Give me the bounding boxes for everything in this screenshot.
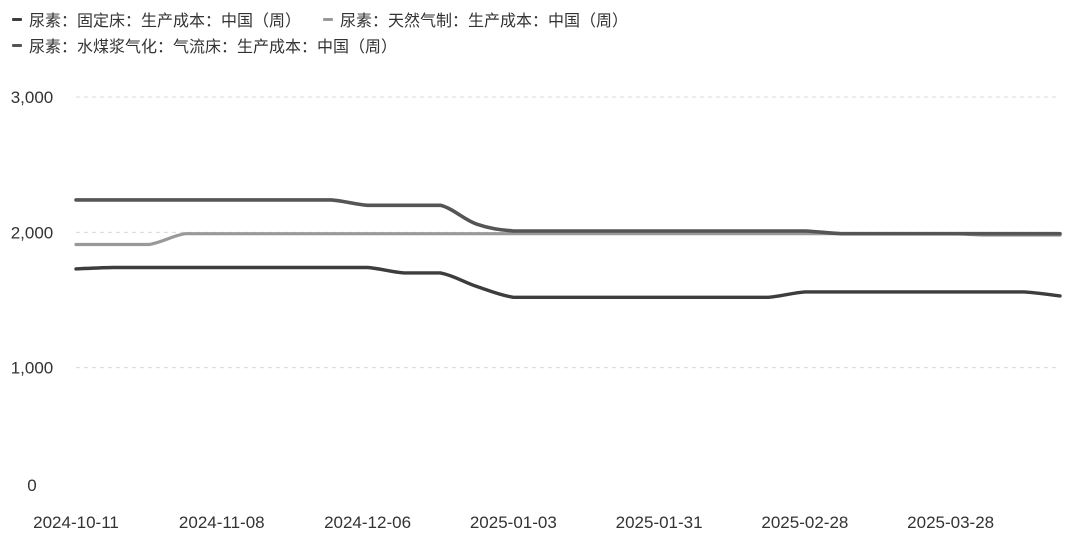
y-tick-label: 3,000: [11, 88, 54, 107]
y-tick-label: 1,000: [11, 359, 54, 378]
x-tick-label: 2024-12-06: [324, 513, 411, 532]
x-axis: 2024-10-11 2024-11-08 2024-12-06 2025-01-03…: [33, 513, 994, 532]
y-tick-label: 2,000: [11, 223, 54, 242]
legend: 尿素：固定床：生产成本：中国（周） 尿素：天然气制：生产成本：中国（周） 尿素：…: [12, 6, 1052, 58]
legend-item-fixed-bed[interactable]: 尿素：固定床：生产成本：中国（周）: [12, 7, 301, 31]
x-tick-label: 2024-11-08: [179, 513, 265, 532]
x-tick-label: 2025-02-28: [761, 513, 848, 532]
legend-row-2: 尿素：水煤浆气化：气流床：生产成本：中国（周）: [12, 32, 1052, 58]
legend-item-coal-water-slurry[interactable]: 尿素：水煤浆气化：气流床：生产成本：中国（周）: [12, 33, 397, 57]
legend-swatch-coal-water-slurry: [12, 43, 22, 47]
legend-label-fixed-bed: 尿素：固定床：生产成本：中国（周）: [29, 13, 302, 30]
legend-label-natural-gas: 尿素：天然气制：生产成本：中国（周）: [340, 13, 629, 30]
x-tick-label: 2025-01-03: [470, 513, 557, 532]
legend-label-coal-water-slurry: 尿素：水煤浆气化：气流床：生产成本：中国（周）: [29, 39, 398, 56]
series-layer: [74, 198, 1062, 300]
legend-swatch-fixed-bed: [12, 17, 22, 21]
x-tick-label: 2025-01-31: [616, 513, 703, 532]
legend-item-natural-gas[interactable]: 尿素：天然气制：生产成本：中国（周）: [323, 7, 628, 31]
x-tick-label: 2025-03-28: [907, 513, 994, 532]
series-line-2[interactable]: [74, 198, 1062, 236]
y-axis: 0 1,000 2,000 3,000: [11, 88, 54, 495]
y-tick-label: 0: [27, 476, 36, 495]
legend-swatch-natural-gas: [323, 17, 334, 21]
legend-row-1: 尿素：固定床：生产成本：中国（周） 尿素：天然气制：生产成本：中国（周）: [12, 6, 1052, 32]
x-tick-label: 2024-10-11: [33, 513, 119, 532]
series-line-0[interactable]: [74, 265, 1062, 300]
